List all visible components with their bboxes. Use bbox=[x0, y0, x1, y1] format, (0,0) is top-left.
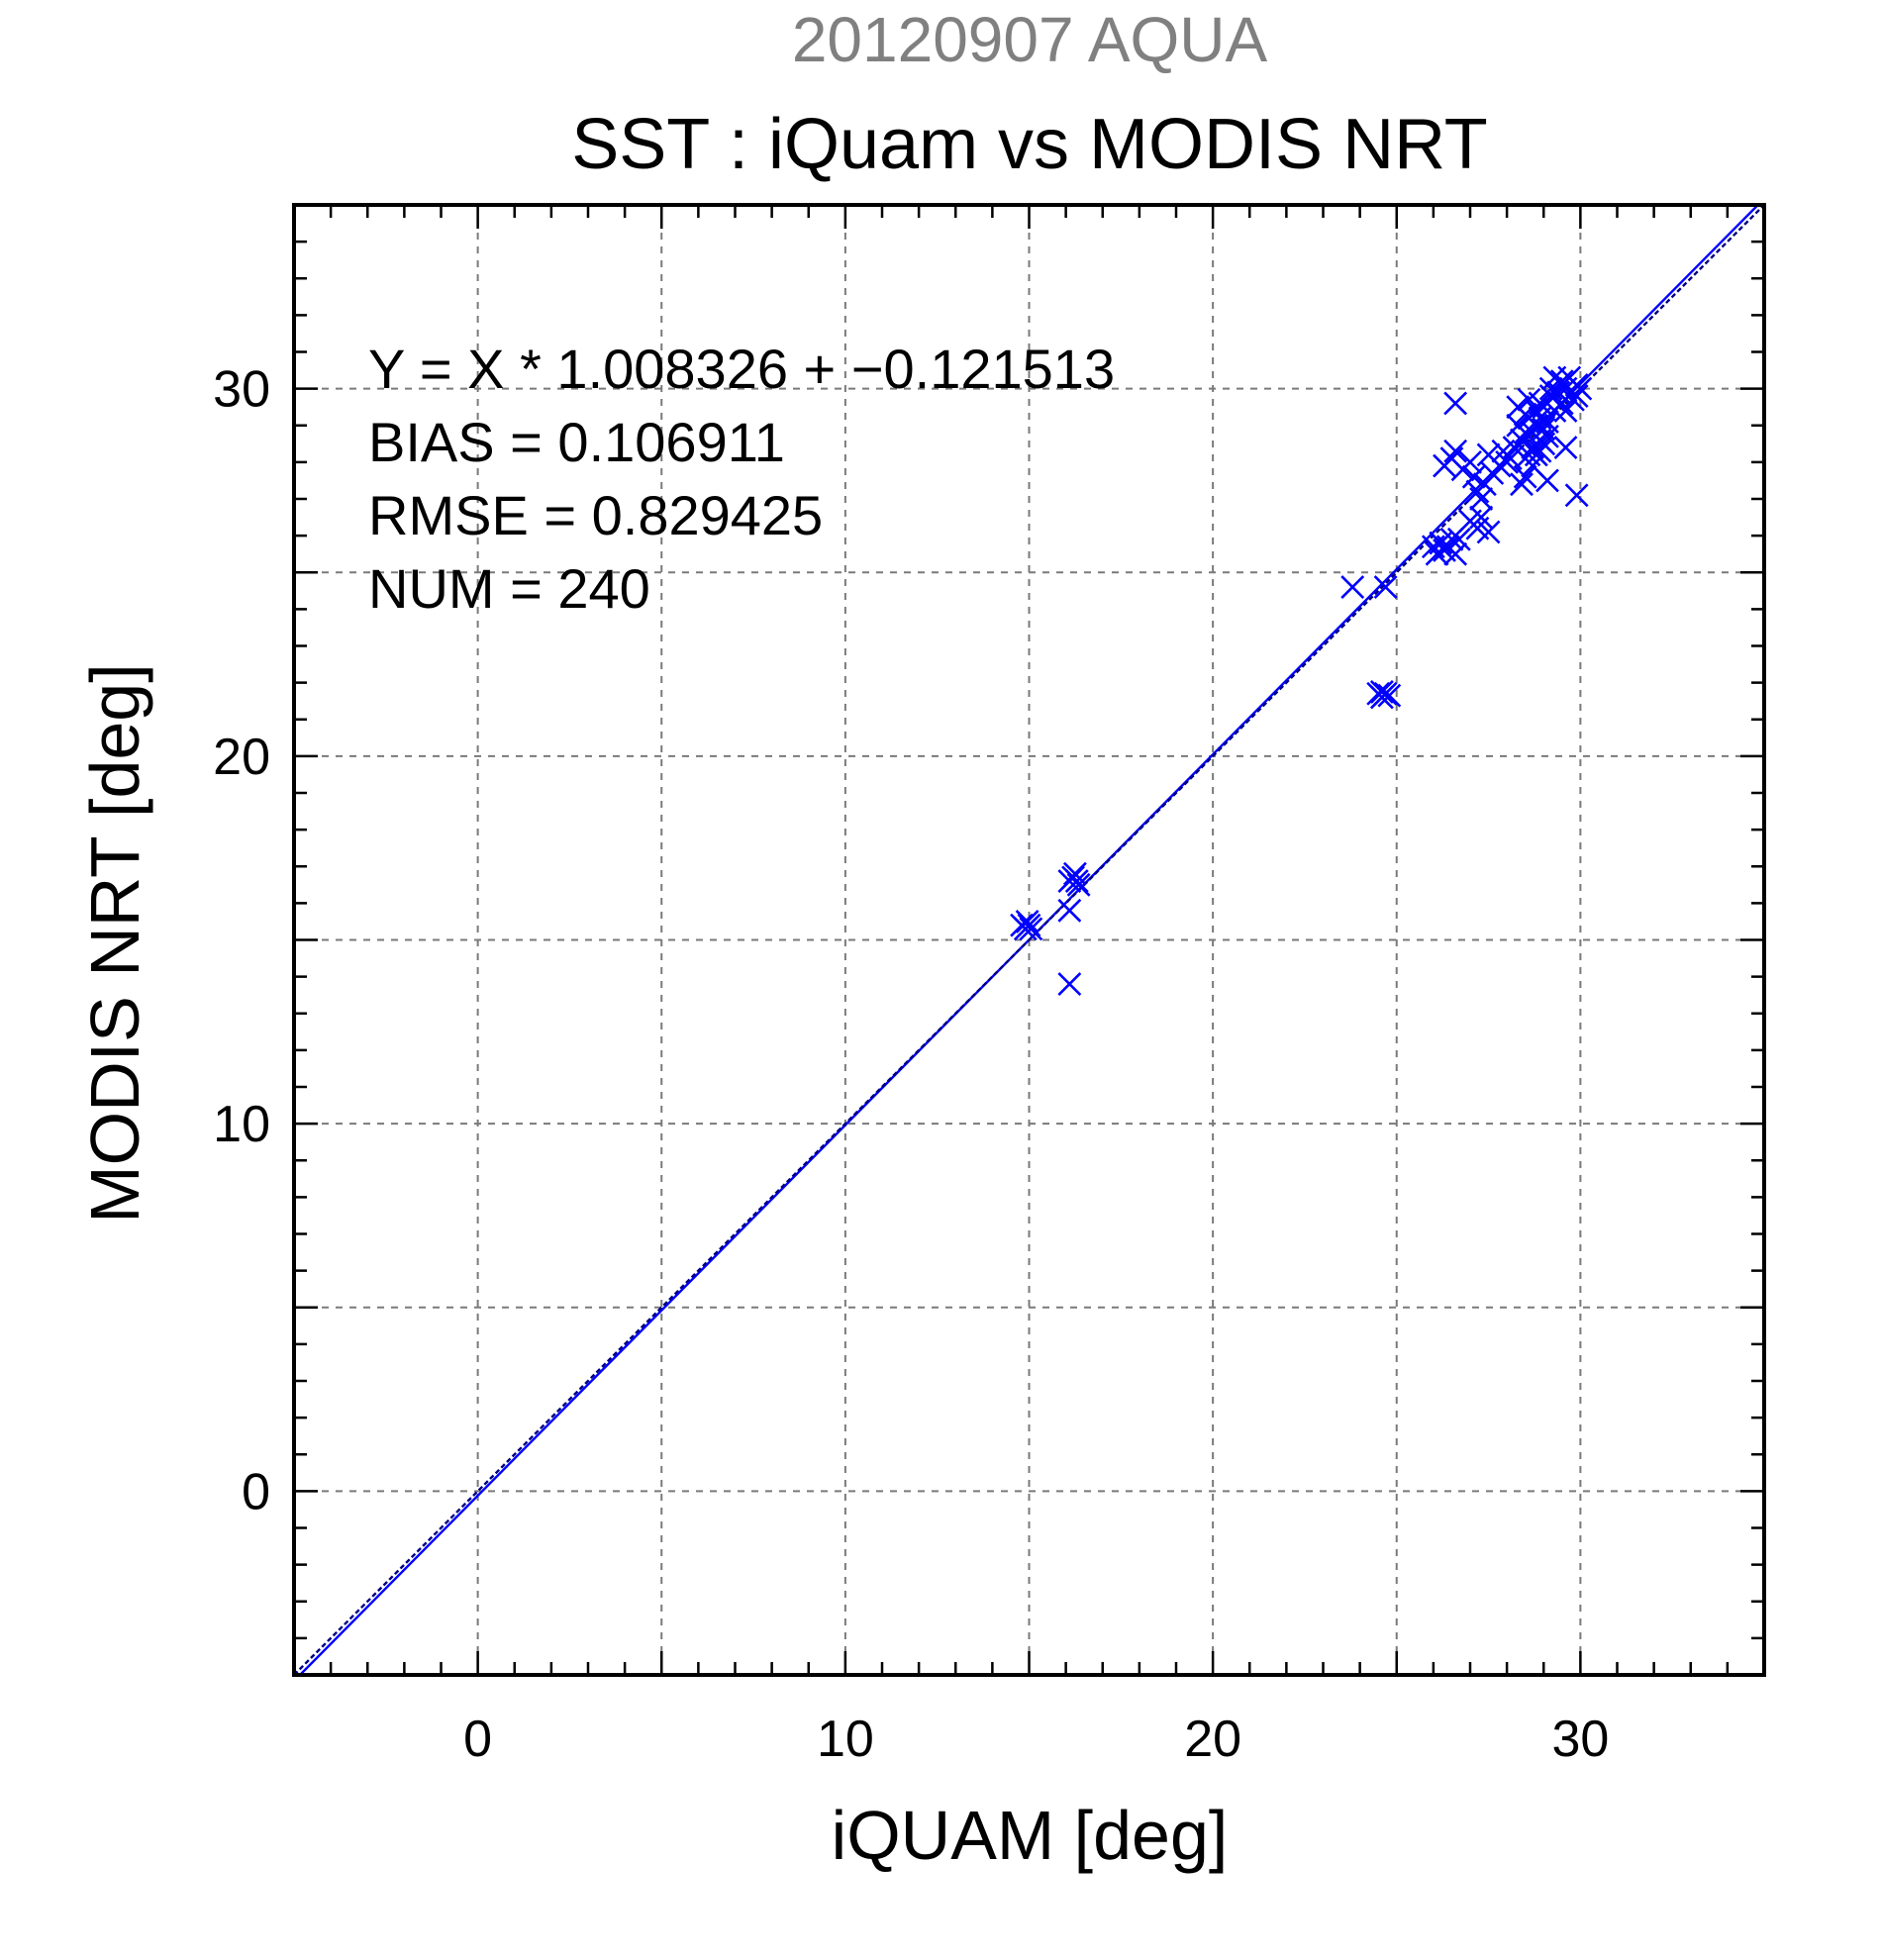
tick-labels: 0 10 20 30 0 10 20 30 bbox=[213, 361, 1609, 1768]
data-point-marker bbox=[1057, 898, 1082, 923]
plot-frame bbox=[292, 203, 1766, 1677]
data-point-marker bbox=[1340, 575, 1365, 600]
statistics-box: Y = X * 1.008326 + −0.121513 BIAS = 0.10… bbox=[368, 338, 1115, 620]
data-point-marker bbox=[1373, 681, 1398, 706]
bias-value: BIAS = 0.106911 bbox=[368, 411, 785, 473]
data-point-marker bbox=[1532, 432, 1556, 456]
data-point-marker bbox=[1568, 376, 1593, 401]
data-point-marker bbox=[1510, 472, 1534, 497]
data-point-marker bbox=[1535, 424, 1559, 448]
data-point-marker bbox=[1066, 872, 1091, 897]
data-point-marker bbox=[1064, 869, 1089, 894]
data-point-marker bbox=[1524, 442, 1548, 467]
regression-equation: Y = X * 1.008326 + −0.121513 bbox=[368, 338, 1115, 400]
data-point-marker bbox=[1443, 439, 1468, 463]
data-point-marker bbox=[1057, 972, 1082, 996]
data-point-marker bbox=[1461, 464, 1486, 489]
y-axis-label: MODIS NRT [deg] bbox=[76, 663, 153, 1223]
data-point-marker bbox=[1498, 446, 1523, 471]
x-tick-label: 0 bbox=[463, 1711, 492, 1768]
data-point-marker bbox=[1564, 483, 1589, 508]
chart-supertitle: 20120907 AQUA bbox=[792, 4, 1268, 75]
data-points bbox=[1010, 365, 1593, 996]
data-point-marker bbox=[1513, 402, 1537, 427]
data-point-marker bbox=[1015, 910, 1040, 933]
data-point-marker bbox=[1469, 487, 1494, 511]
y-tick-label: 10 bbox=[213, 1096, 270, 1153]
data-point-marker bbox=[1425, 541, 1449, 566]
x-axis-label: iQUAM [deg] bbox=[832, 1797, 1229, 1874]
data-point-marker bbox=[1017, 913, 1041, 937]
y-tick-label: 30 bbox=[213, 361, 270, 419]
data-point-marker bbox=[1443, 391, 1468, 416]
data-point-marker bbox=[1019, 917, 1043, 941]
data-point-marker bbox=[1487, 453, 1512, 478]
y-tick-label: 20 bbox=[213, 729, 270, 786]
x-tick-label: 20 bbox=[1184, 1711, 1241, 1768]
chart-title: SST : iQuam vs MODIS NRT bbox=[571, 105, 1488, 184]
data-point-marker bbox=[1535, 468, 1559, 493]
x-tick-label: 30 bbox=[1551, 1711, 1609, 1768]
data-point-marker bbox=[1553, 436, 1578, 459]
data-point-marker bbox=[1553, 398, 1578, 423]
x-tick-label: 10 bbox=[817, 1711, 874, 1768]
data-point-marker bbox=[1506, 413, 1531, 438]
data-point-marker bbox=[1472, 472, 1497, 497]
data-point-marker bbox=[1564, 384, 1589, 408]
data-point-marker bbox=[1513, 464, 1537, 489]
data-point-marker bbox=[1476, 520, 1501, 544]
num-value: NUM = 240 bbox=[368, 557, 650, 620]
data-point-marker bbox=[1549, 391, 1574, 416]
y-tick-label: 0 bbox=[242, 1463, 270, 1520]
data-point-marker bbox=[1373, 575, 1398, 600]
one-to-one-line bbox=[293, 204, 1765, 1676]
data-point-marker bbox=[1443, 541, 1468, 566]
data-point-marker bbox=[1377, 683, 1402, 708]
data-point-marker bbox=[1517, 387, 1541, 412]
data-point-marker bbox=[1458, 449, 1482, 474]
rmse-value: RMSE = 0.829425 bbox=[368, 484, 823, 546]
data-point-marker bbox=[1538, 376, 1563, 401]
data-point-marker bbox=[1369, 679, 1394, 704]
axis-ticks bbox=[294, 205, 1764, 1675]
data-point-marker bbox=[1446, 527, 1471, 551]
